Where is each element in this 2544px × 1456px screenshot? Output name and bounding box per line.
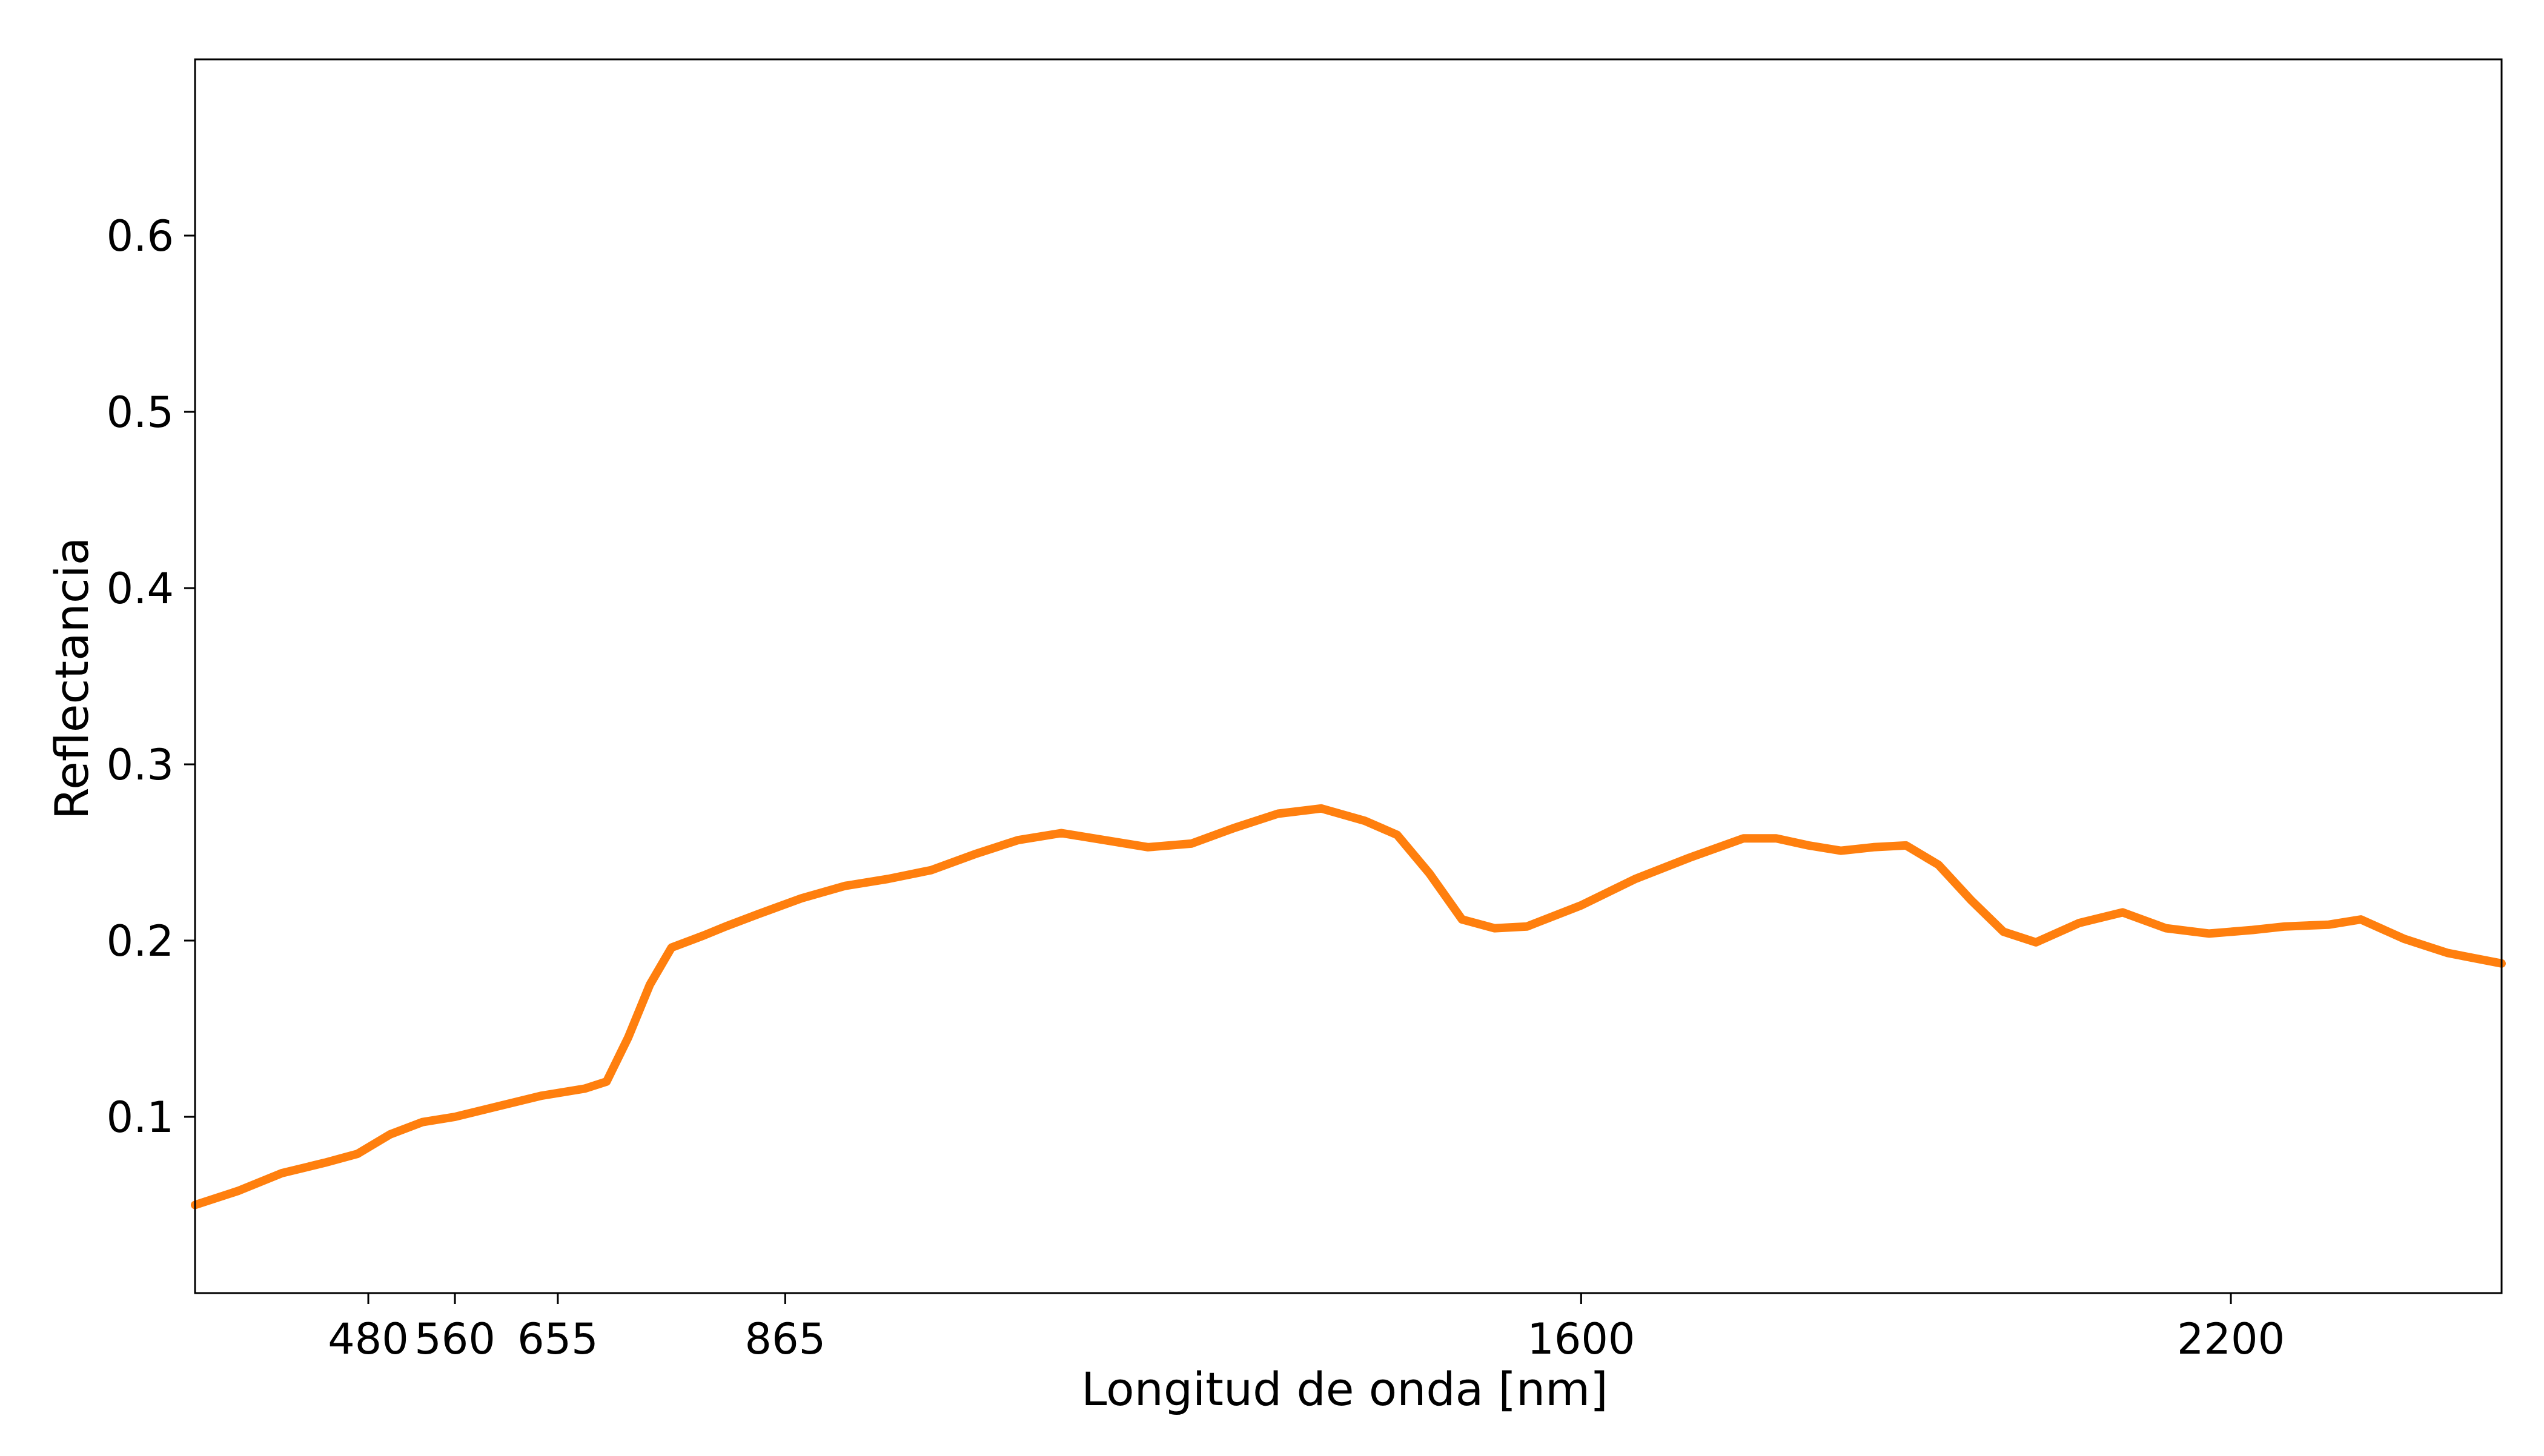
x-tick-label-2: 655 bbox=[517, 1314, 598, 1364]
x-tick-label-5: 2200 bbox=[2177, 1314, 2285, 1364]
y-axis-ticks: 0.1 0.2 0.3 0.4 0.5 0.6 bbox=[107, 211, 195, 1142]
x-tick-label-1: 560 bbox=[414, 1314, 495, 1364]
x-tick-label-0: 480 bbox=[328, 1314, 409, 1364]
y-tick-label-0: 0.1 bbox=[107, 1093, 174, 1142]
plot-area bbox=[191, 58, 2506, 1294]
x-tick-label-3: 865 bbox=[745, 1314, 826, 1364]
y-tick-label-2: 0.3 bbox=[107, 740, 174, 790]
y-axis-label: Reflectancia bbox=[45, 537, 99, 820]
x-axis-ticks: 480 560 655 865 1600 2200 bbox=[328, 1293, 2285, 1364]
x-tick-label-4: 1600 bbox=[1527, 1314, 1635, 1364]
y-tick-label-4: 0.5 bbox=[107, 388, 174, 437]
x-axis-label: Longitud de onda [nm] bbox=[1081, 1362, 1608, 1416]
y-tick-label-5: 0.6 bbox=[107, 211, 174, 261]
plot-frame bbox=[194, 58, 2503, 1294]
series-line-0 bbox=[191, 804, 2506, 1209]
y-tick-label-3: 0.4 bbox=[107, 564, 174, 614]
y-tick-label-1: 0.2 bbox=[107, 916, 174, 966]
